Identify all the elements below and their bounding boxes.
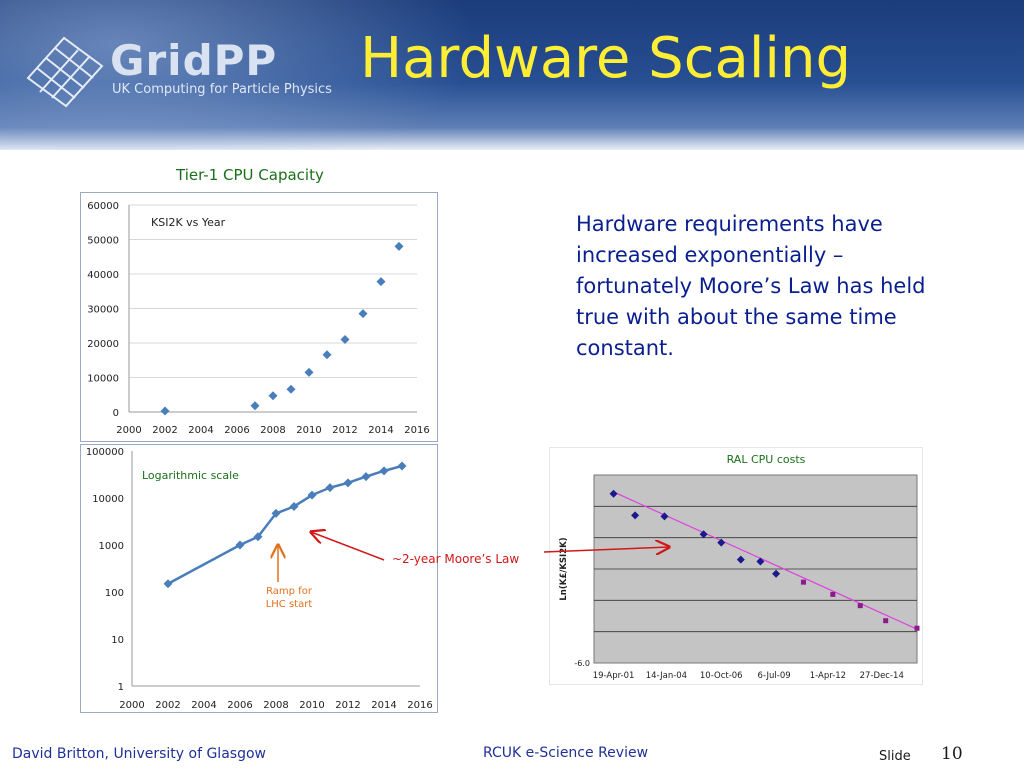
x-tick-label: 2010 bbox=[296, 425, 321, 436]
y-tick-label: -6.0 bbox=[574, 659, 590, 668]
data-point bbox=[304, 367, 314, 377]
data-point bbox=[343, 478, 353, 488]
x-tick-label: 2006 bbox=[227, 700, 252, 711]
x-tick-label: 2008 bbox=[260, 425, 285, 436]
y-tick-label: 100 bbox=[105, 588, 124, 599]
data-point bbox=[163, 579, 173, 589]
data-point bbox=[160, 406, 170, 416]
data-point bbox=[307, 490, 317, 500]
data-point bbox=[379, 466, 389, 476]
data-point bbox=[235, 540, 245, 550]
x-tick-label: 2012 bbox=[332, 425, 357, 436]
x-tick-label: 10-Oct-06 bbox=[700, 671, 743, 681]
y-tick-label: 10000 bbox=[92, 494, 124, 505]
x-tick-label: 2016 bbox=[407, 700, 432, 711]
data-point bbox=[289, 501, 299, 511]
x-tick-label: 6-Jul-09 bbox=[758, 671, 791, 681]
x-tick-label: 27-Dec-14 bbox=[860, 671, 904, 681]
y-tick-label: 1000 bbox=[99, 541, 124, 552]
data-point bbox=[325, 483, 335, 493]
data-point bbox=[394, 241, 404, 251]
linear-chart-title: Tier-1 CPU Capacity bbox=[176, 166, 324, 184]
data-point bbox=[340, 335, 350, 345]
log-chart: 1 10 100 1000 10000 100000 2000 2002 2004 2006 200… bbox=[86, 447, 433, 711]
y-tick-label: 40000 bbox=[87, 270, 119, 281]
measured-point bbox=[772, 569, 781, 578]
x-tick-label: 2006 bbox=[224, 425, 249, 436]
measured-point bbox=[699, 530, 708, 539]
linear-chart-inner-label: KSI2K vs Year bbox=[151, 216, 226, 229]
x-tick-label: 2008 bbox=[263, 700, 288, 711]
data-point bbox=[253, 532, 263, 542]
slide-body-text: Hardware requirements have increased exp… bbox=[576, 212, 926, 360]
measured-point bbox=[736, 555, 745, 564]
footer-slide-number: 10 bbox=[941, 744, 963, 764]
x-tick-label: 2004 bbox=[191, 700, 216, 711]
logo-wordmark: GridPP bbox=[110, 36, 278, 85]
x-tick-label: 2000 bbox=[116, 425, 141, 436]
slide-title: Hardware Scaling bbox=[360, 26, 851, 91]
footer-event: RCUK e-Science Review bbox=[483, 745, 649, 761]
x-tick-label: 2002 bbox=[152, 425, 177, 436]
projected-point bbox=[914, 625, 920, 631]
data-point bbox=[322, 350, 332, 360]
x-tick-label: 2000 bbox=[119, 700, 144, 711]
data-point bbox=[358, 309, 368, 319]
linear-chart: 0 10000 20000 30000 40000 50000 60000 2000 2002 2… bbox=[87, 201, 430, 436]
measured-point bbox=[609, 489, 618, 498]
data-point bbox=[271, 508, 281, 518]
y-tick-label: 30000 bbox=[87, 305, 119, 316]
data-point bbox=[250, 401, 260, 411]
ral-chart-title: RAL CPU costs bbox=[727, 453, 806, 466]
y-axis-label: Ln(K£/KSI2K) bbox=[559, 537, 569, 600]
y-tick-label: 1 bbox=[118, 682, 124, 693]
x-tick-label: 2004 bbox=[188, 425, 213, 436]
measured-point bbox=[660, 512, 669, 521]
y-tick-label: 20000 bbox=[87, 339, 119, 350]
projected-point bbox=[883, 618, 889, 624]
linear-chart-panel: 0 10000 20000 30000 40000 50000 60000 2000 2002 2… bbox=[80, 192, 438, 442]
x-tick-label: 2014 bbox=[371, 700, 396, 711]
projected-point bbox=[800, 579, 806, 585]
gridpp-logo-icon bbox=[26, 36, 104, 108]
data-point bbox=[268, 391, 278, 401]
ral-chart-panel: RAL CPU costs 19-Apr-01 14-Jan-04 10-Oct-06… bbox=[549, 447, 923, 685]
log-chart-panel: 1 10 100 1000 10000 100000 2000 2002 2004 2006 200… bbox=[80, 444, 438, 713]
data-point bbox=[376, 277, 386, 287]
y-tick-label: 50000 bbox=[87, 236, 119, 247]
measured-point bbox=[756, 557, 765, 566]
x-tick-label: 2016 bbox=[404, 425, 429, 436]
y-tick-label: 10 bbox=[111, 635, 124, 646]
footer-author: David Britton, University of Glasgow bbox=[12, 746, 266, 762]
x-tick-label: 2002 bbox=[155, 700, 180, 711]
x-tick-label: 1-Apr-12 bbox=[810, 671, 846, 681]
projected-point bbox=[857, 603, 863, 609]
series-line bbox=[167, 464, 403, 585]
x-tick-label: 2012 bbox=[335, 700, 360, 711]
x-tick-label: 2010 bbox=[299, 700, 324, 711]
data-point bbox=[361, 472, 371, 482]
data-point bbox=[397, 461, 407, 471]
projected-point bbox=[830, 591, 836, 597]
log-chart-inner-label: Logarithmic scale bbox=[142, 469, 239, 482]
x-tick-label: 19-Apr-01 bbox=[593, 671, 635, 681]
measured-point bbox=[717, 538, 726, 547]
y-tick-label: 10000 bbox=[87, 374, 119, 385]
y-tick-label: 0 bbox=[113, 408, 119, 419]
ral-chart: RAL CPU costs 19-Apr-01 14-Jan-04 10-Oct-06… bbox=[559, 453, 920, 681]
logo-tagline: UK Computing for Particle Physics bbox=[112, 82, 332, 97]
banner-glow bbox=[0, 0, 480, 150]
y-tick-label: 100000 bbox=[86, 447, 124, 458]
footer-slide-label: Slide bbox=[879, 749, 911, 764]
y-tick-label: 60000 bbox=[87, 201, 119, 212]
x-tick-label: 2014 bbox=[368, 425, 393, 436]
measured-point bbox=[631, 511, 640, 520]
data-point bbox=[286, 384, 296, 394]
x-tick-label: 14-Jan-04 bbox=[646, 671, 687, 681]
title-banner: GridPP UK Computing for Particle Physics… bbox=[0, 0, 1024, 150]
